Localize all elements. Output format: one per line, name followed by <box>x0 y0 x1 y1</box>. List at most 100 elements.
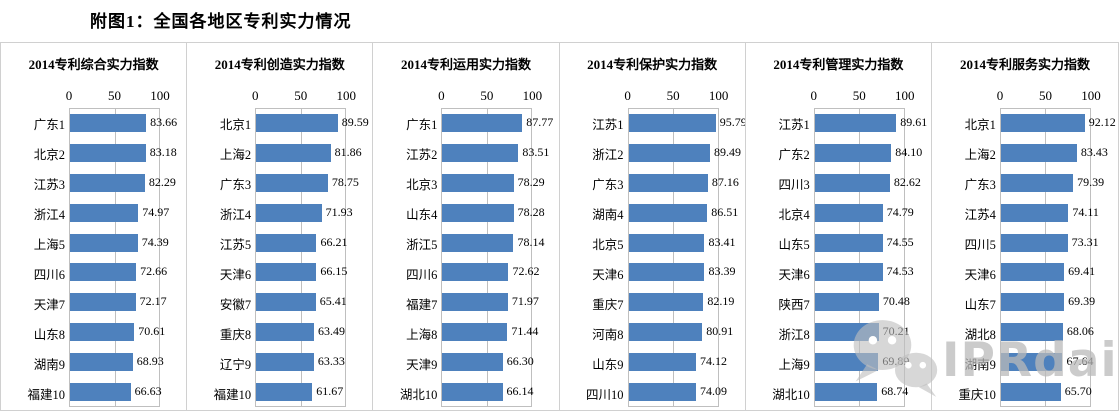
category-label: 重庆10 <box>958 387 996 402</box>
gridline-50 <box>114 109 116 406</box>
x-axis-tick: 100 <box>895 88 915 103</box>
bar <box>628 143 710 162</box>
value-label: 74.09 <box>699 384 727 399</box>
x-axis-tick: 50 <box>108 88 121 103</box>
value-label: 92.12 <box>1088 114 1116 129</box>
value-label: 74.53 <box>886 264 914 279</box>
value-label: 65.41 <box>319 294 347 309</box>
x-axis-tick: 100 <box>522 88 543 103</box>
category-label: 湖北10 <box>399 387 438 402</box>
value-label: 61.67 <box>316 384 344 399</box>
category-label: 北京1 <box>219 118 252 133</box>
category-label: 广东2 <box>778 148 810 163</box>
value-label: 89.61 <box>900 114 928 129</box>
bar <box>442 203 514 222</box>
page-header: 附图1：全国各地区专利实力情况 <box>0 0 1119 42</box>
category-label: 四川6 <box>33 267 65 282</box>
category-label: 浙江5 <box>406 238 438 253</box>
category-label: 北京4 <box>778 208 810 223</box>
gridline-50 <box>673 109 675 406</box>
bar <box>814 173 890 192</box>
category-label: 湖北10 <box>772 387 810 402</box>
bar <box>628 203 708 222</box>
category-label: 广东3 <box>964 178 996 193</box>
value-label: 74.39 <box>141 234 169 249</box>
bar <box>70 263 137 282</box>
value-label: 69.89 <box>882 354 910 369</box>
value-label: 70.61 <box>138 324 166 339</box>
value-label: 63.49 <box>317 324 345 339</box>
value-label: 80.91 <box>706 324 734 339</box>
bar <box>442 113 523 132</box>
category-label: 福建10 <box>27 387 65 402</box>
chart-panel-5: 2014专利管理实力指数 0 50 100 江苏1 89.61 广东2 84.10 四川3 82.… <box>745 43 932 410</box>
bar <box>1000 203 1069 222</box>
value-label: 74.11 <box>1072 204 1099 219</box>
category-label: 江苏2 <box>406 148 438 163</box>
bar <box>70 233 138 252</box>
x-axis-tick: 100 <box>336 88 356 103</box>
category-label: 福建7 <box>406 297 438 312</box>
charts-grid: 2014专利综合实力指数 0 50 100 广东1 83.66 北京2 83.18 江苏3 82.… <box>0 42 1119 411</box>
category-label: 重庆7 <box>592 297 624 312</box>
value-label: 78.29 <box>517 174 545 189</box>
category-label: 天津7 <box>33 297 65 312</box>
bar <box>442 263 509 282</box>
category-label: 福建10 <box>213 387 252 402</box>
bar <box>628 173 708 192</box>
value-label: 89.49 <box>713 144 741 159</box>
value-label: 74.79 <box>886 204 914 219</box>
bar <box>814 383 878 402</box>
value-label: 65.70 <box>1064 384 1092 399</box>
category-label: 北京2 <box>33 148 65 163</box>
bar <box>1000 323 1063 342</box>
value-label: 63.33 <box>317 354 345 369</box>
bar <box>256 263 317 282</box>
bar <box>70 203 139 222</box>
value-label: 72.66 <box>140 264 168 279</box>
chart-panel-4: 2014专利保护实力指数 0 50 100 江苏1 95.79 浙江2 89.49 广东3 87.… <box>559 43 746 410</box>
category-label: 广东3 <box>592 178 624 193</box>
bar <box>628 293 704 312</box>
value-label: 73.31 <box>1071 234 1099 249</box>
category-label: 广东1 <box>406 118 438 133</box>
bar <box>70 323 135 342</box>
bar <box>1000 113 1085 132</box>
category-label: 江苏1 <box>778 118 810 133</box>
x-axis-tick: 50 <box>666 88 680 103</box>
bar <box>814 293 879 312</box>
value-label: 74.97 <box>142 204 170 219</box>
bar <box>814 353 879 372</box>
category-label: 天津6 <box>778 267 810 282</box>
category-label: 浙江8 <box>778 327 810 342</box>
category-label: 天津6 <box>592 267 624 282</box>
bar <box>628 263 705 282</box>
value-label: 68.74 <box>881 384 909 399</box>
chart-panel-6: 2014专利服务实力指数 0 50 100 北京1 92.12 上海2 83.43 广东3 79.… <box>931 43 1119 410</box>
category-label: 辽宁9 <box>219 357 252 372</box>
category-label: 陕西7 <box>778 297 810 312</box>
value-label: 83.51 <box>522 144 550 159</box>
value-label: 78.28 <box>517 204 545 219</box>
x-axis-tick: 0 <box>624 88 631 103</box>
category-label: 山东9 <box>592 357 624 372</box>
page-title: 附图1：全国各地区专利实力情况 <box>90 12 352 31</box>
bar <box>1000 353 1063 372</box>
value-label: 83.41 <box>708 234 736 249</box>
gridline-50 <box>1045 109 1047 406</box>
x-axis-tick: 0 <box>438 88 445 103</box>
value-label: 83.18 <box>149 144 177 159</box>
value-label: 83.66 <box>150 114 178 129</box>
value-label: 70.21 <box>882 324 910 339</box>
x-axis-tick: 0 <box>996 88 1004 103</box>
category-label: 重庆8 <box>219 327 252 342</box>
bar <box>256 323 314 342</box>
bar <box>628 383 696 402</box>
bar <box>256 233 317 252</box>
bar <box>814 233 883 252</box>
value-label: 66.30 <box>506 354 534 369</box>
category-label: 上海5 <box>33 238 65 253</box>
value-label: 66.63 <box>134 384 162 399</box>
category-label: 安徽7 <box>219 297 252 312</box>
x-axis-tick: 0 <box>810 88 818 103</box>
